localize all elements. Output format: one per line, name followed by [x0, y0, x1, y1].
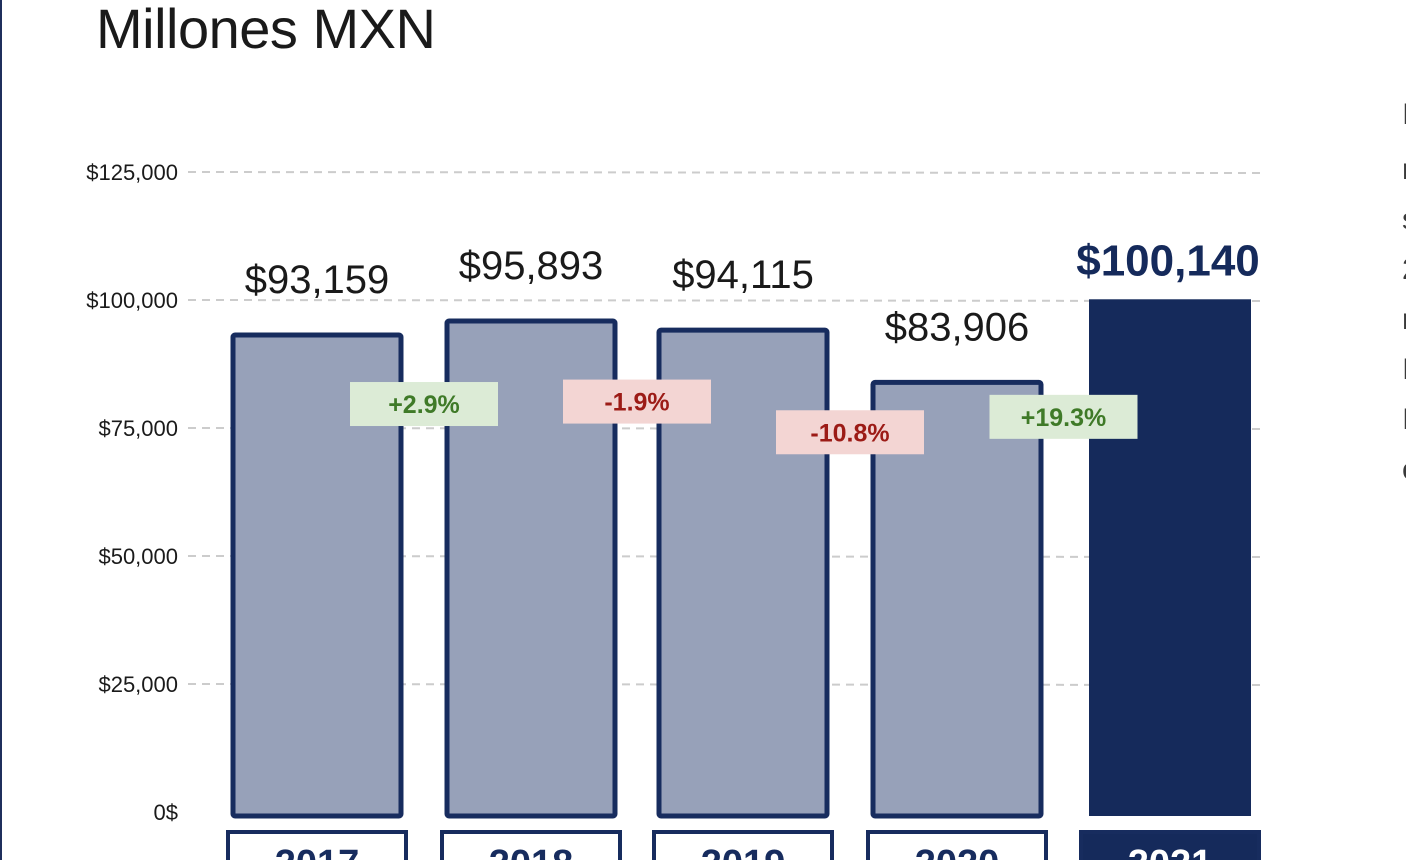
cropped-glyph: r [1402, 155, 1406, 185]
cropped-glyph: I [1402, 355, 1406, 385]
y-tick-label: $100,000 [86, 288, 178, 313]
gridline [187, 299, 1263, 302]
bar [230, 332, 404, 819]
value-label: $93,159 [245, 258, 390, 302]
bar-highlight [1089, 299, 1251, 816]
year-box [226, 830, 408, 860]
x-tick-label: 2018 [489, 843, 574, 860]
value-label: $83,906 [885, 305, 1030, 349]
x-tick-label: 2019 [701, 843, 786, 860]
cropped-glyph: r [1402, 305, 1406, 335]
x-tick-label: 2017 [275, 843, 360, 860]
x-tick-label: 2021 [1128, 843, 1213, 860]
cropped-glyph: I [1402, 405, 1406, 435]
change-badge-down [563, 379, 711, 424]
change-label: -1.9% [604, 389, 669, 417]
change-badge-up [989, 394, 1138, 439]
cropped-glyph: I [1402, 100, 1406, 130]
value-label: $94,115 [672, 253, 814, 297]
y-tick-label: 0$ [154, 800, 178, 825]
chart-title: Millones MXN [96, 0, 436, 60]
cropped-glyph: 2 [1402, 255, 1406, 285]
bar [444, 318, 618, 819]
value-label: $95,893 [459, 244, 604, 288]
year-box [866, 830, 1048, 860]
year-box [652, 830, 834, 860]
y-tick-label: $25,000 [98, 672, 178, 697]
x-tick-label: 2020 [915, 843, 1000, 860]
change-label: -10.8% [810, 419, 889, 447]
change-badge-down [776, 410, 924, 455]
y-tick-label: $50,000 [98, 544, 178, 569]
y-tick-label: $125,000 [86, 160, 178, 185]
side-text-cropped: I r s 2 r I I c [1398, 0, 1406, 860]
cropped-glyph: c [1402, 455, 1406, 485]
change-badge-up [350, 382, 498, 427]
gridline [187, 171, 1263, 174]
value-label: $100,140 [1076, 236, 1260, 285]
year-box [440, 830, 622, 860]
y-tick-label: $75,000 [98, 416, 178, 441]
cropped-glyph: s [1402, 205, 1406, 235]
bar [870, 379, 1044, 819]
year-box [1079, 830, 1261, 860]
change-label: +2.9% [388, 391, 460, 419]
change-label: +19.3% [1021, 404, 1107, 432]
left-border [0, 0, 2, 860]
